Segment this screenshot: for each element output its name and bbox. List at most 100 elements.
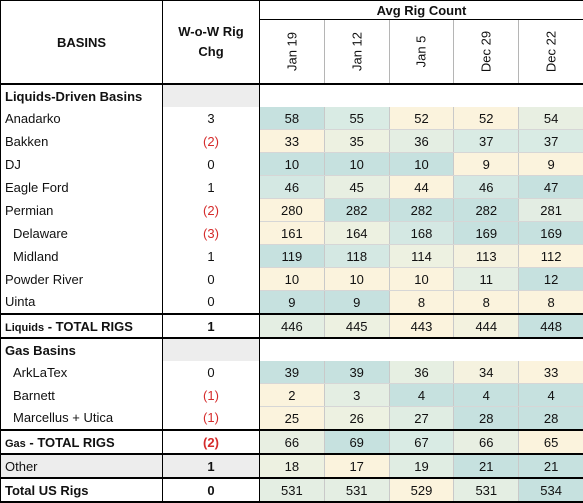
wow-change: 3: [163, 107, 260, 130]
rig-count-cell: 39: [260, 361, 325, 384]
basin-name: Barnett: [1, 384, 163, 407]
rig-count-cell: 169: [519, 222, 583, 245]
basin-name: Total US Rigs: [1, 478, 163, 502]
rig-count-cell: 46: [260, 176, 325, 199]
rig-count-cell: 3: [324, 384, 389, 407]
basins-header: BASINS: [1, 1, 163, 85]
rig-count-cell: 69: [324, 430, 389, 454]
rig-count-cell: 66: [260, 430, 325, 454]
wow-change: 0: [163, 153, 260, 176]
rig-count-cell: 448: [519, 314, 583, 338]
wow-change: (2): [163, 130, 260, 153]
rig-count-cell: 18: [260, 454, 325, 478]
rig-count-cell: 10: [324, 268, 389, 291]
section-gas: Gas Basins: [1, 338, 163, 361]
rig-count-cell: 67: [389, 430, 454, 454]
rig-count-cell: 282: [324, 199, 389, 222]
wow-header-line1: W-o-W Rig: [163, 22, 259, 42]
basin-name: ArkLaTex: [1, 361, 163, 384]
rig-count-cell: 44: [389, 176, 454, 199]
rig-count-cell: 33: [260, 130, 325, 153]
wow-change: 0: [163, 478, 260, 502]
rig-count-cell: 9: [260, 291, 325, 315]
section-fill: [163, 338, 260, 361]
rig-count-cell: 66: [454, 430, 519, 454]
rig-count-cell: 25: [260, 407, 325, 431]
rig-count-cell: 531: [260, 478, 325, 502]
rig-count-cell: 169: [454, 222, 519, 245]
rig-count-cell: 46: [454, 176, 519, 199]
rig-count-cell: 10: [389, 268, 454, 291]
rig-count-cell: 35: [324, 130, 389, 153]
section-row: Gas Basins: [1, 338, 583, 361]
rig-count-cell: 37: [454, 130, 519, 153]
rig-count-cell: 114: [389, 245, 454, 268]
rig-count-cell: 33: [519, 361, 583, 384]
rig-count-cell: 47: [519, 176, 583, 199]
wow-change: (3): [163, 222, 260, 245]
rig-count-cell: 65: [519, 430, 583, 454]
rig-count-cell: 36: [389, 130, 454, 153]
rig-count-cell: 26: [324, 407, 389, 431]
rig-count-cell: 55: [324, 107, 389, 130]
total-suffix: - TOTAL RIGS: [26, 435, 115, 450]
date-header: Jan 19: [260, 20, 325, 85]
basin-name: Delaware: [1, 222, 163, 245]
rig-count-cell: 45: [324, 176, 389, 199]
date-header: Jan 5: [389, 20, 454, 85]
rig-count-cell: 10: [324, 153, 389, 176]
total-suffix: - TOTAL RIGS: [44, 319, 133, 334]
rig-count-cell: 531: [454, 478, 519, 502]
wow-change: 0: [163, 361, 260, 384]
wow-change: 1: [163, 454, 260, 478]
section-liquids: Liquids-Driven Basins: [1, 84, 163, 107]
basin-name: Gas - TOTAL RIGS: [1, 430, 163, 454]
date-header: Dec 29: [454, 20, 519, 85]
rig-count-cell: 281: [519, 199, 583, 222]
basin-name: Anadarko: [1, 107, 163, 130]
basin-name: Eagle Ford: [1, 176, 163, 199]
rig-count-cell: 12: [519, 268, 583, 291]
rig-count-cell: 9: [519, 153, 583, 176]
rig-count-cell: 52: [389, 107, 454, 130]
avg-rig-count-header: Avg Rig Count: [260, 1, 583, 20]
rig-count-cell: 280: [260, 199, 325, 222]
rig-count-cell: 119: [260, 245, 325, 268]
rig-count-cell: 168: [389, 222, 454, 245]
rig-count-cell: 282: [389, 199, 454, 222]
rig-count-cell: 10: [389, 153, 454, 176]
rig-count-cell: 21: [454, 454, 519, 478]
rig-count-cell: 54: [519, 107, 583, 130]
rig-count-cell: 11: [454, 268, 519, 291]
rig-count-cell: 9: [324, 291, 389, 315]
rig-count-cell: 19: [389, 454, 454, 478]
total-prefix: Gas: [5, 438, 26, 450]
rig-count-cell: 446: [260, 314, 325, 338]
rig-count-cell: 282: [454, 199, 519, 222]
rig-count-cell: 27: [389, 407, 454, 431]
rig-count-cell: 444: [454, 314, 519, 338]
total-prefix: Liquids: [5, 322, 44, 334]
rig-count-cell: 118: [324, 245, 389, 268]
basin-name: Powder River: [1, 268, 163, 291]
rig-count-cell: 17: [324, 454, 389, 478]
rig-count-cell: 10: [260, 153, 325, 176]
wow-change: (1): [163, 407, 260, 431]
wow-header-line2: Chg: [163, 42, 259, 62]
wow-header: W-o-W Rig Chg: [163, 1, 260, 85]
rig-count-cell: 36: [389, 361, 454, 384]
rig-count-cell: 2: [260, 384, 325, 407]
rig-count-cell: 164: [324, 222, 389, 245]
rig-count-cell: 4: [389, 384, 454, 407]
rig-count-cell: 8: [389, 291, 454, 315]
